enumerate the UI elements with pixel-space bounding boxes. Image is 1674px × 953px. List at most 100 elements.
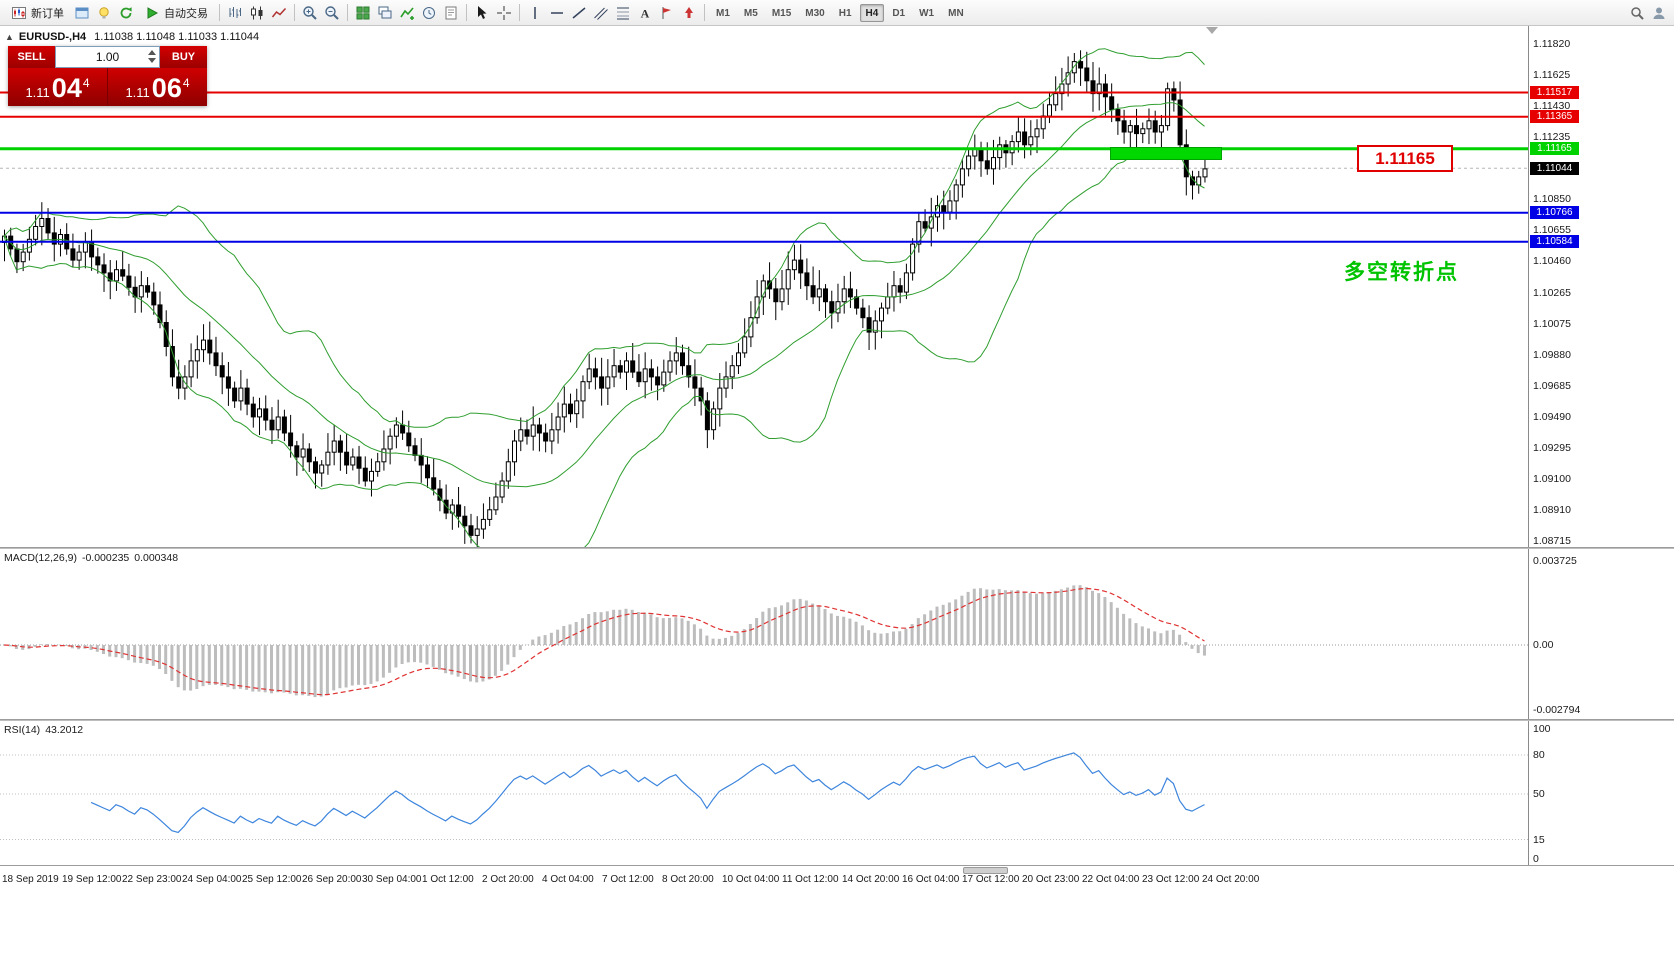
text-tool-icon: A: [641, 6, 650, 20]
ask-pips: 06: [151, 73, 182, 103]
main-chart-panel: 1.11165 多空转折点 ▲ EURUSD-,H4 1.11038 1.11048…: [0, 26, 1528, 547]
price-axis[interactable]: 1.118201.116251.114301.112351.110401.108…: [1528, 26, 1674, 547]
indicators-icon[interactable]: [396, 2, 418, 23]
candlestick-mode-icon[interactable]: [246, 2, 268, 23]
chart-window-icon[interactable]: [71, 2, 93, 23]
panel-splitter-macd[interactable]: [0, 547, 1674, 549]
price-line-badge: 1.10766: [1530, 206, 1579, 220]
rsi-axis-label: 100: [1533, 723, 1551, 735]
sell-button[interactable]: SELL: [8, 46, 55, 68]
horizontal-scrollbar-thumb[interactable]: [963, 867, 1008, 874]
line-chart-mode-icon[interactable]: [268, 2, 290, 23]
macd-signal-value: 0.000348: [134, 552, 179, 564]
timeframe-h4[interactable]: H4: [859, 3, 885, 22]
volume-up-arrow[interactable]: [148, 50, 156, 55]
crosshair-tool-icon[interactable]: [493, 2, 515, 23]
volume-down-arrow[interactable]: [148, 58, 156, 63]
trendline-tool-icon[interactable]: [568, 2, 590, 23]
time-axis-label: 23 Oct 12:00: [1142, 874, 1200, 885]
timeframe-m1[interactable]: M1: [716, 7, 730, 19]
chart-shift-marker[interactable]: [1206, 27, 1218, 34]
search-icon[interactable]: [1626, 2, 1648, 23]
macd-axis[interactable]: 0.003725 0.00 -0.002794: [1528, 549, 1674, 719]
rsi-label: RSI(14) 43.2012: [4, 724, 88, 736]
support-zone-highlight[interactable]: [1110, 147, 1222, 160]
text-tool-icon[interactable]: A: [634, 2, 656, 23]
template-icon[interactable]: [440, 2, 462, 23]
periods-icon[interactable]: [418, 2, 440, 23]
time-axis-label: 1 Oct 12:00: [422, 874, 474, 885]
price-callout-label[interactable]: 1.11165: [1357, 145, 1453, 172]
rsi-axis[interactable]: 100 80 50 15 0: [1528, 721, 1674, 865]
bid-price-button[interactable]: 1.11 04 4: [8, 68, 107, 106]
rsi-panel: RSI(14) 43.2012: [0, 721, 1528, 865]
rsi-axis-label: 0: [1533, 853, 1539, 865]
vertical-line-tool-icon[interactable]: [524, 2, 546, 23]
time-axis-label: 10 Oct 04:00: [722, 874, 780, 885]
svg-text:A: A: [641, 6, 650, 20]
cascade-windows-icon[interactable]: [374, 2, 396, 23]
new-order-button[interactable]: 新订单: [4, 2, 71, 23]
community-icon: [1653, 7, 1665, 19]
community-icon[interactable]: [1648, 2, 1670, 23]
search-icon: [1631, 6, 1644, 20]
price-axis-label: 1.10265: [1533, 286, 1571, 299]
current-bid-badge: 1.11044: [1530, 161, 1579, 175]
refresh-icon[interactable]: [115, 2, 137, 23]
volume-value: 1.00: [95, 50, 120, 64]
ask-price-button[interactable]: 1.11 06 4: [108, 68, 207, 106]
timeframe-m30[interactable]: M30: [805, 7, 825, 19]
price-chart-canvas[interactable]: [0, 26, 1528, 547]
time-axis-label: 8 Oct 20:00: [662, 874, 714, 885]
timeframe-m15[interactable]: M15: [771, 7, 792, 19]
periods-icon: [423, 6, 435, 19]
price-line-badge: 1.10584: [1530, 235, 1579, 249]
macd-main-value: -0.000235: [81, 552, 130, 564]
candlestick-mode-icon: [251, 6, 263, 19]
bar-chart-mode-icon[interactable]: [224, 2, 246, 23]
refresh-icon: [120, 6, 132, 18]
symbol-info: ▲ EURUSD-,H4 1.11038 1.11048 1.11033 1.110…: [5, 31, 259, 43]
price-axis-label: 1.10460: [1533, 255, 1571, 268]
zoom-in-icon: [303, 5, 317, 20]
label-tool-icon[interactable]: [656, 2, 678, 23]
toolbar-separator: [294, 4, 295, 21]
autotrading-button[interactable]: 自动交易: [137, 2, 215, 23]
arrow-tool-icon[interactable]: [678, 2, 700, 23]
fibonacci-tool-icon: [617, 7, 629, 19]
time-axis-label: 16 Oct 04:00: [902, 874, 960, 885]
timeframe-mn[interactable]: MN: [948, 7, 964, 19]
rsi-canvas[interactable]: [0, 721, 1528, 865]
volume-spinner[interactable]: [148, 50, 156, 63]
zoom-in-icon[interactable]: [299, 2, 321, 23]
time-axis-label: 24 Sep 04:00: [182, 874, 242, 885]
time-axis[interactable]: 18 Sep 2019 19 Sep 12:00 22 Sep 23:00 24 Se…: [0, 865, 1674, 953]
toolbar-separator: [466, 4, 467, 21]
annotation-text[interactable]: 多空转折点: [1344, 261, 1459, 284]
timeframe-m5[interactable]: M5: [743, 7, 758, 19]
zoom-out-icon[interactable]: [321, 2, 343, 23]
time-axis-label: 22 Oct 04:00: [1082, 874, 1140, 885]
time-axis-label: 2 Oct 20:00: [482, 874, 534, 885]
one-click-trading-panel: SELL 1.00 BUY 1.11 04 4 1.11 06 4: [8, 46, 207, 106]
timeframe-d1[interactable]: D1: [892, 7, 906, 19]
panel-splitter-rsi[interactable]: [0, 719, 1674, 721]
cursor-tool-icon[interactable]: [471, 2, 493, 23]
main-toolbar: 新订单 自动交易 A M1 M5 M15 M30 H1 H4 D1 W1 MN: [0, 0, 1674, 26]
templates-icon[interactable]: [93, 2, 115, 23]
volume-input[interactable]: 1.00: [55, 46, 160, 68]
one-click-collapse-arrow[interactable]: ▲: [5, 32, 14, 42]
buy-button[interactable]: BUY: [160, 46, 207, 68]
macd-axis-label: -0.002794: [1533, 704, 1581, 716]
channel-tool-icon[interactable]: [590, 2, 612, 23]
timeframe-w1[interactable]: W1: [919, 7, 935, 19]
fibonacci-tool-icon[interactable]: [612, 2, 634, 23]
tile-windows-icon[interactable]: [352, 2, 374, 23]
horizontal-line-tool-icon[interactable]: [546, 2, 568, 23]
bollinger-upper-band: [3, 48, 1205, 428]
price-axis-label: 1.10655: [1533, 224, 1571, 237]
macd-canvas[interactable]: [0, 549, 1528, 719]
label-tool-icon: [662, 6, 671, 19]
timeframe-h1[interactable]: H1: [838, 7, 852, 19]
zoom-out-icon: [325, 5, 339, 20]
